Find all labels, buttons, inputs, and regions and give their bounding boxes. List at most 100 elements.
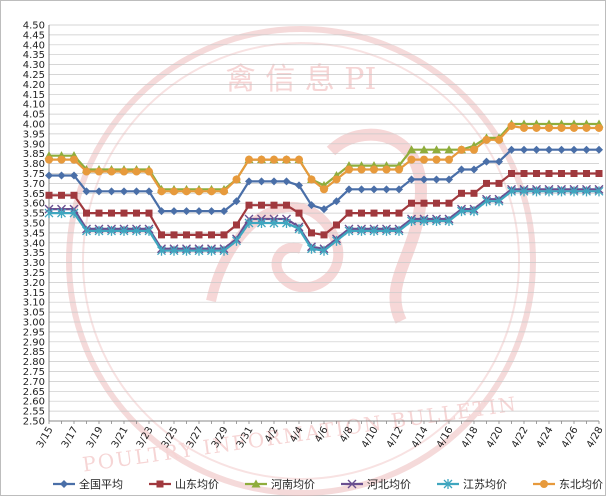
x-tick-label: 4/24 (535, 425, 556, 450)
y-tick-label: 3.25 (23, 268, 45, 279)
data-point (58, 191, 65, 199)
y-tick-label: 3.40 (23, 238, 45, 249)
data-point (70, 171, 78, 180)
data-point (270, 155, 278, 164)
y-tick-label: 4.45 (23, 30, 45, 41)
x-axis-tick-labels: 3/15 3/17 3/19 3/21 3/23 3/25 3/27 3/29 3/31 4/2 4… (35, 425, 606, 450)
data-point (444, 216, 454, 227)
y-tick-label: 4.00 (23, 120, 45, 131)
data-point (82, 225, 91, 236)
data-point (282, 155, 291, 164)
data-point (232, 235, 241, 246)
data-point (333, 221, 340, 229)
data-point (119, 225, 129, 236)
data-point (94, 225, 104, 236)
data-point (595, 170, 603, 177)
legend-marker (60, 480, 68, 488)
data-point (495, 179, 503, 187)
data-point (408, 199, 415, 207)
data-point (570, 145, 578, 154)
data-point (482, 196, 491, 207)
data-point (207, 207, 216, 216)
data-point (383, 209, 390, 217)
watermark-outer-ring (66, 26, 536, 496)
data-point (170, 231, 178, 239)
y-tick-label: 3.95 (23, 129, 45, 140)
data-point (582, 123, 591, 132)
data-point (145, 209, 153, 217)
y-tick-label: 3.45 (23, 228, 45, 239)
data-point (457, 165, 466, 174)
data-point (132, 225, 141, 236)
data-point (82, 187, 91, 196)
data-point (332, 235, 341, 246)
x-tick-label: 3/19 (85, 425, 106, 450)
data-point (395, 185, 403, 194)
legend-item: 河南均价 (245, 478, 315, 491)
y-tick-label: 2.75 (23, 367, 45, 378)
y-tick-label: 4.35 (23, 50, 45, 61)
data-point (270, 201, 278, 209)
data-point (344, 225, 354, 236)
y-tick-label: 3.65 (23, 189, 45, 200)
data-point (469, 206, 479, 217)
y-tick-label: 3.90 (23, 139, 45, 150)
data-point (419, 145, 429, 154)
data-point (219, 245, 229, 256)
y-tick-label: 3.70 (23, 179, 45, 190)
y-tick-label: 3.80 (23, 159, 45, 170)
data-point (258, 201, 265, 209)
legend-marker (540, 480, 548, 488)
data-point (508, 170, 515, 177)
x-tick-label: 4/22 (510, 425, 531, 450)
data-point (570, 123, 578, 132)
legend-label: 山东均价 (175, 478, 219, 491)
y-tick-label: 4.15 (23, 90, 45, 101)
data-point (545, 123, 553, 132)
data-point (107, 167, 116, 176)
watermark-seal: 禽 信 息 PI POULTRY INFORMATION BULLETIN (66, 26, 536, 496)
data-point (345, 185, 353, 194)
data-point (295, 181, 303, 190)
data-point (545, 145, 553, 154)
data-point (482, 157, 491, 166)
data-point (545, 170, 553, 177)
data-point (532, 186, 541, 197)
data-point (195, 231, 203, 239)
data-point (457, 145, 466, 154)
data-point (382, 165, 391, 174)
data-point (433, 199, 440, 207)
data-point (257, 177, 266, 186)
y-tick-label: 4.20 (23, 80, 45, 91)
legend-marker (443, 479, 453, 489)
data-point (220, 231, 228, 239)
data-point (145, 187, 153, 196)
data-point (370, 209, 378, 217)
data-point (70, 155, 78, 164)
y-tick-label: 4.40 (23, 40, 45, 51)
data-point (533, 170, 540, 177)
data-point (519, 186, 529, 197)
data-point (445, 199, 453, 207)
data-point (269, 218, 279, 228)
data-point (170, 207, 178, 216)
data-point (369, 225, 379, 236)
legend-label: 东北均价 (559, 478, 603, 491)
y-tick-label: 3.30 (23, 258, 45, 269)
data-point (145, 167, 153, 176)
data-point (57, 208, 66, 219)
data-point (420, 199, 428, 207)
data-point (458, 189, 465, 197)
y-tick-label: 3.20 (23, 278, 45, 289)
data-point (370, 165, 378, 174)
data-point (420, 175, 428, 184)
y-tick-label: 3.35 (23, 248, 45, 259)
data-point (108, 209, 115, 217)
legend-marker (347, 479, 357, 489)
data-point (132, 167, 141, 176)
data-point (182, 207, 191, 216)
data-point (445, 155, 453, 164)
data-point (195, 187, 203, 196)
data-point (557, 186, 566, 197)
